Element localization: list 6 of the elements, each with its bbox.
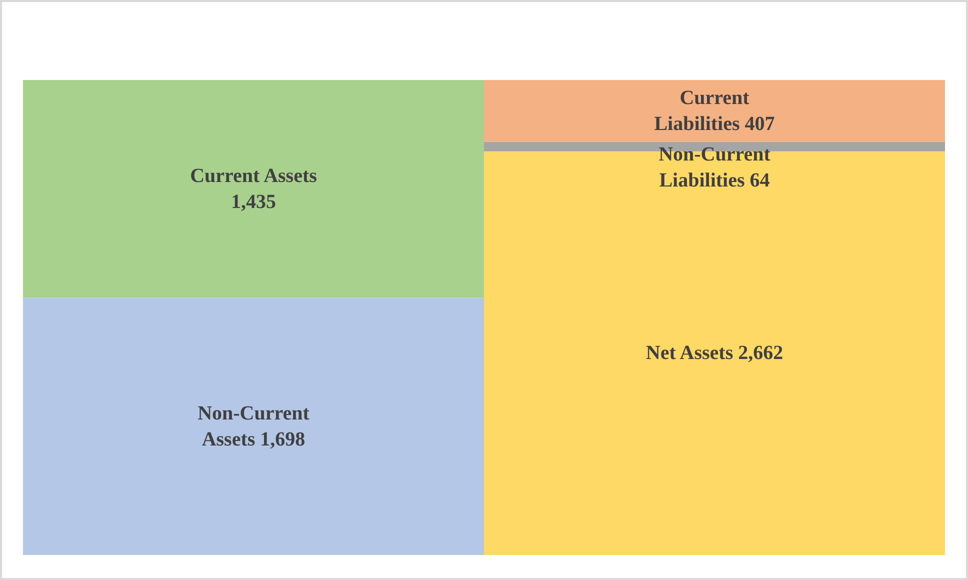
text: Non-Current Assets 1,698: [198, 402, 310, 450]
series-label: Current Assets: [190, 164, 318, 187]
data-label: 1,435: [231, 190, 276, 213]
text: Current Liabilities 407: [654, 86, 775, 135]
text: Net Assets 2,662: [646, 342, 784, 364]
text: Non-Current Liabilities 64: [658, 144, 770, 192]
